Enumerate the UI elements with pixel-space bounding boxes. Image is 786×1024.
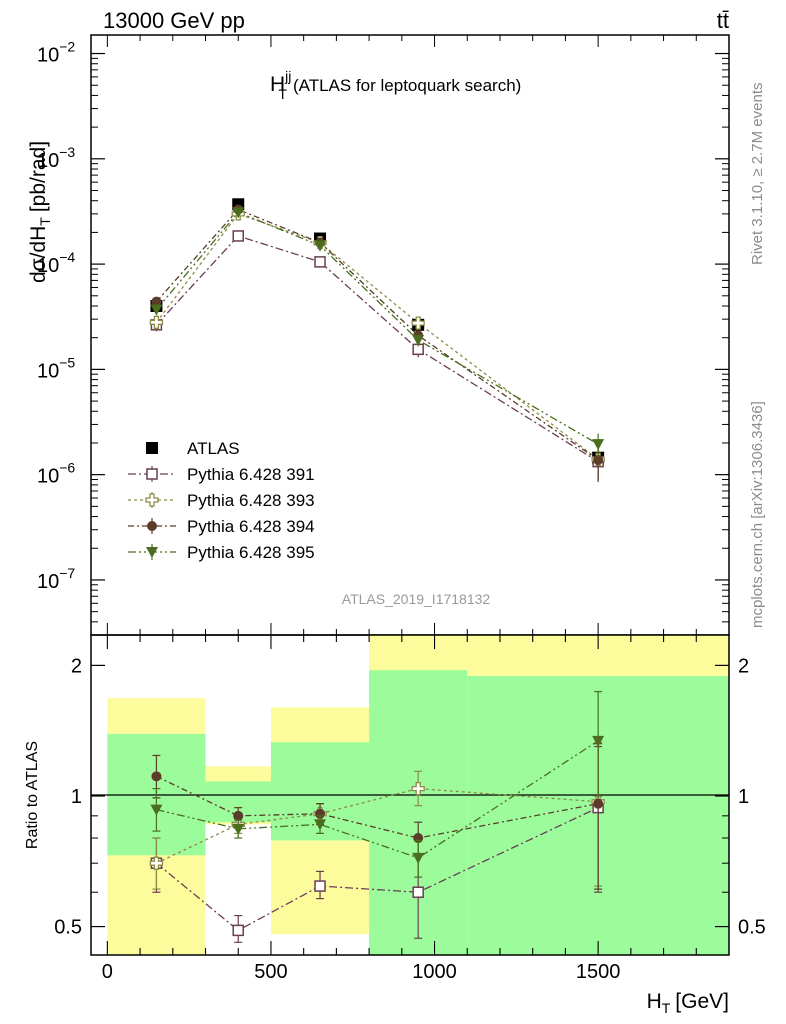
x-tick-label: 500 <box>254 961 287 983</box>
x-tick-label: 1000 <box>412 961 457 983</box>
ratio-data-point <box>412 886 424 898</box>
ratio-data-point <box>411 781 425 796</box>
mcplots-label: mcplots.cern.ch [arXiv:1306.3436] <box>749 401 766 628</box>
main-y-tick-label: 10−7 <box>37 565 75 593</box>
ratio-y-tick-label-right: 2 <box>738 655 749 677</box>
ratio-data-point <box>232 823 245 835</box>
ratio-data-point <box>150 804 163 816</box>
main-series-line <box>155 235 599 463</box>
ratio-y-axis-label: Ratio to ATLAS <box>24 741 41 849</box>
legend-label: ATLAS <box>187 439 240 458</box>
legend: ATLAS Pythia 6.428 391 Pythia 6.428 393 Pyt… <box>128 439 315 562</box>
legend-label: Pythia 6.428 395 <box>187 543 315 562</box>
legend-marker <box>146 442 158 454</box>
ratio-data-point <box>149 856 164 870</box>
main-data-point <box>150 304 163 316</box>
main-series-line <box>155 208 599 461</box>
main-y-tick-label: 10−5 <box>37 354 75 382</box>
ratio-y-tick-label: 2 <box>71 655 82 677</box>
ratio-data-point <box>593 798 604 809</box>
main-data-point <box>411 316 425 330</box>
legend-label: Pythia 6.428 393 <box>187 491 315 510</box>
ratio-y-tick-label-right: 1 <box>738 786 749 808</box>
ratio-y-tick-label: 1 <box>71 786 82 808</box>
x-tick-label: 0 <box>102 961 113 983</box>
legend-marker <box>145 493 159 507</box>
main-y-tick-label: 10−4 <box>37 249 75 277</box>
main-title: Hjj T (ATLAS for leptoquark search) <box>270 68 521 102</box>
process-label: tt̄ <box>717 8 729 33</box>
main-data-point <box>592 439 605 451</box>
legend-label: Pythia 6.428 391 <box>187 465 315 484</box>
main-data-point <box>232 230 244 242</box>
main-data-point <box>151 296 162 307</box>
ratio-y-tick-label-right: 0.5 <box>738 917 766 939</box>
legend-label: Pythia 6.428 394 <box>187 517 315 536</box>
ratio-data-point <box>592 735 605 747</box>
ratio-data-point <box>314 880 326 892</box>
watermark: ATLAS_2019_I1718132 <box>342 591 491 607</box>
ratio-series-line <box>156 787 599 864</box>
ratio-data-point <box>314 819 327 831</box>
rivet-label: Rivet 3.1.10, ≥ 2.7M events <box>749 83 766 266</box>
collision-label: 13000 GeV pp <box>103 8 245 33</box>
ratio-data-point <box>233 810 244 821</box>
main-y-axis-label: dσ/dHT[pb/rad] <box>27 141 53 283</box>
main-y-tick-label: 10−2 <box>37 39 75 67</box>
main-data-point <box>232 207 245 219</box>
ratio-data-point <box>232 924 244 937</box>
ratio-panel: 0.5 0.5 1 1 2 2 0 500 1000 1500 Ratio to ATLAS HT… <box>24 634 766 1016</box>
main-data-point <box>593 454 604 465</box>
main-data-point <box>314 256 326 268</box>
ratio-data-point <box>412 852 425 864</box>
main-y-tick-label: 10−6 <box>37 460 75 488</box>
main-y-tick-label: 10−3 <box>37 144 75 172</box>
ratio-data-point <box>151 771 162 782</box>
main-panel: 10−2 10−3 10−4 10−5 10−6 10−7 Hjj T (ATLAS for … <box>27 34 730 636</box>
legend-marker <box>147 521 157 531</box>
x-axis-label: HT [GeV] <box>647 990 729 1016</box>
x-tick-label: 1500 <box>576 961 621 983</box>
main-series-line <box>155 213 599 460</box>
legend-marker <box>146 468 158 480</box>
ratio-series-line <box>156 740 599 859</box>
legend-marker <box>146 547 158 558</box>
ratio-frame <box>90 634 730 956</box>
main-data-point <box>314 240 327 252</box>
ratio-y-tick-label: 0.5 <box>54 917 82 939</box>
main-data-point <box>412 335 425 347</box>
main-data-point <box>149 315 164 329</box>
